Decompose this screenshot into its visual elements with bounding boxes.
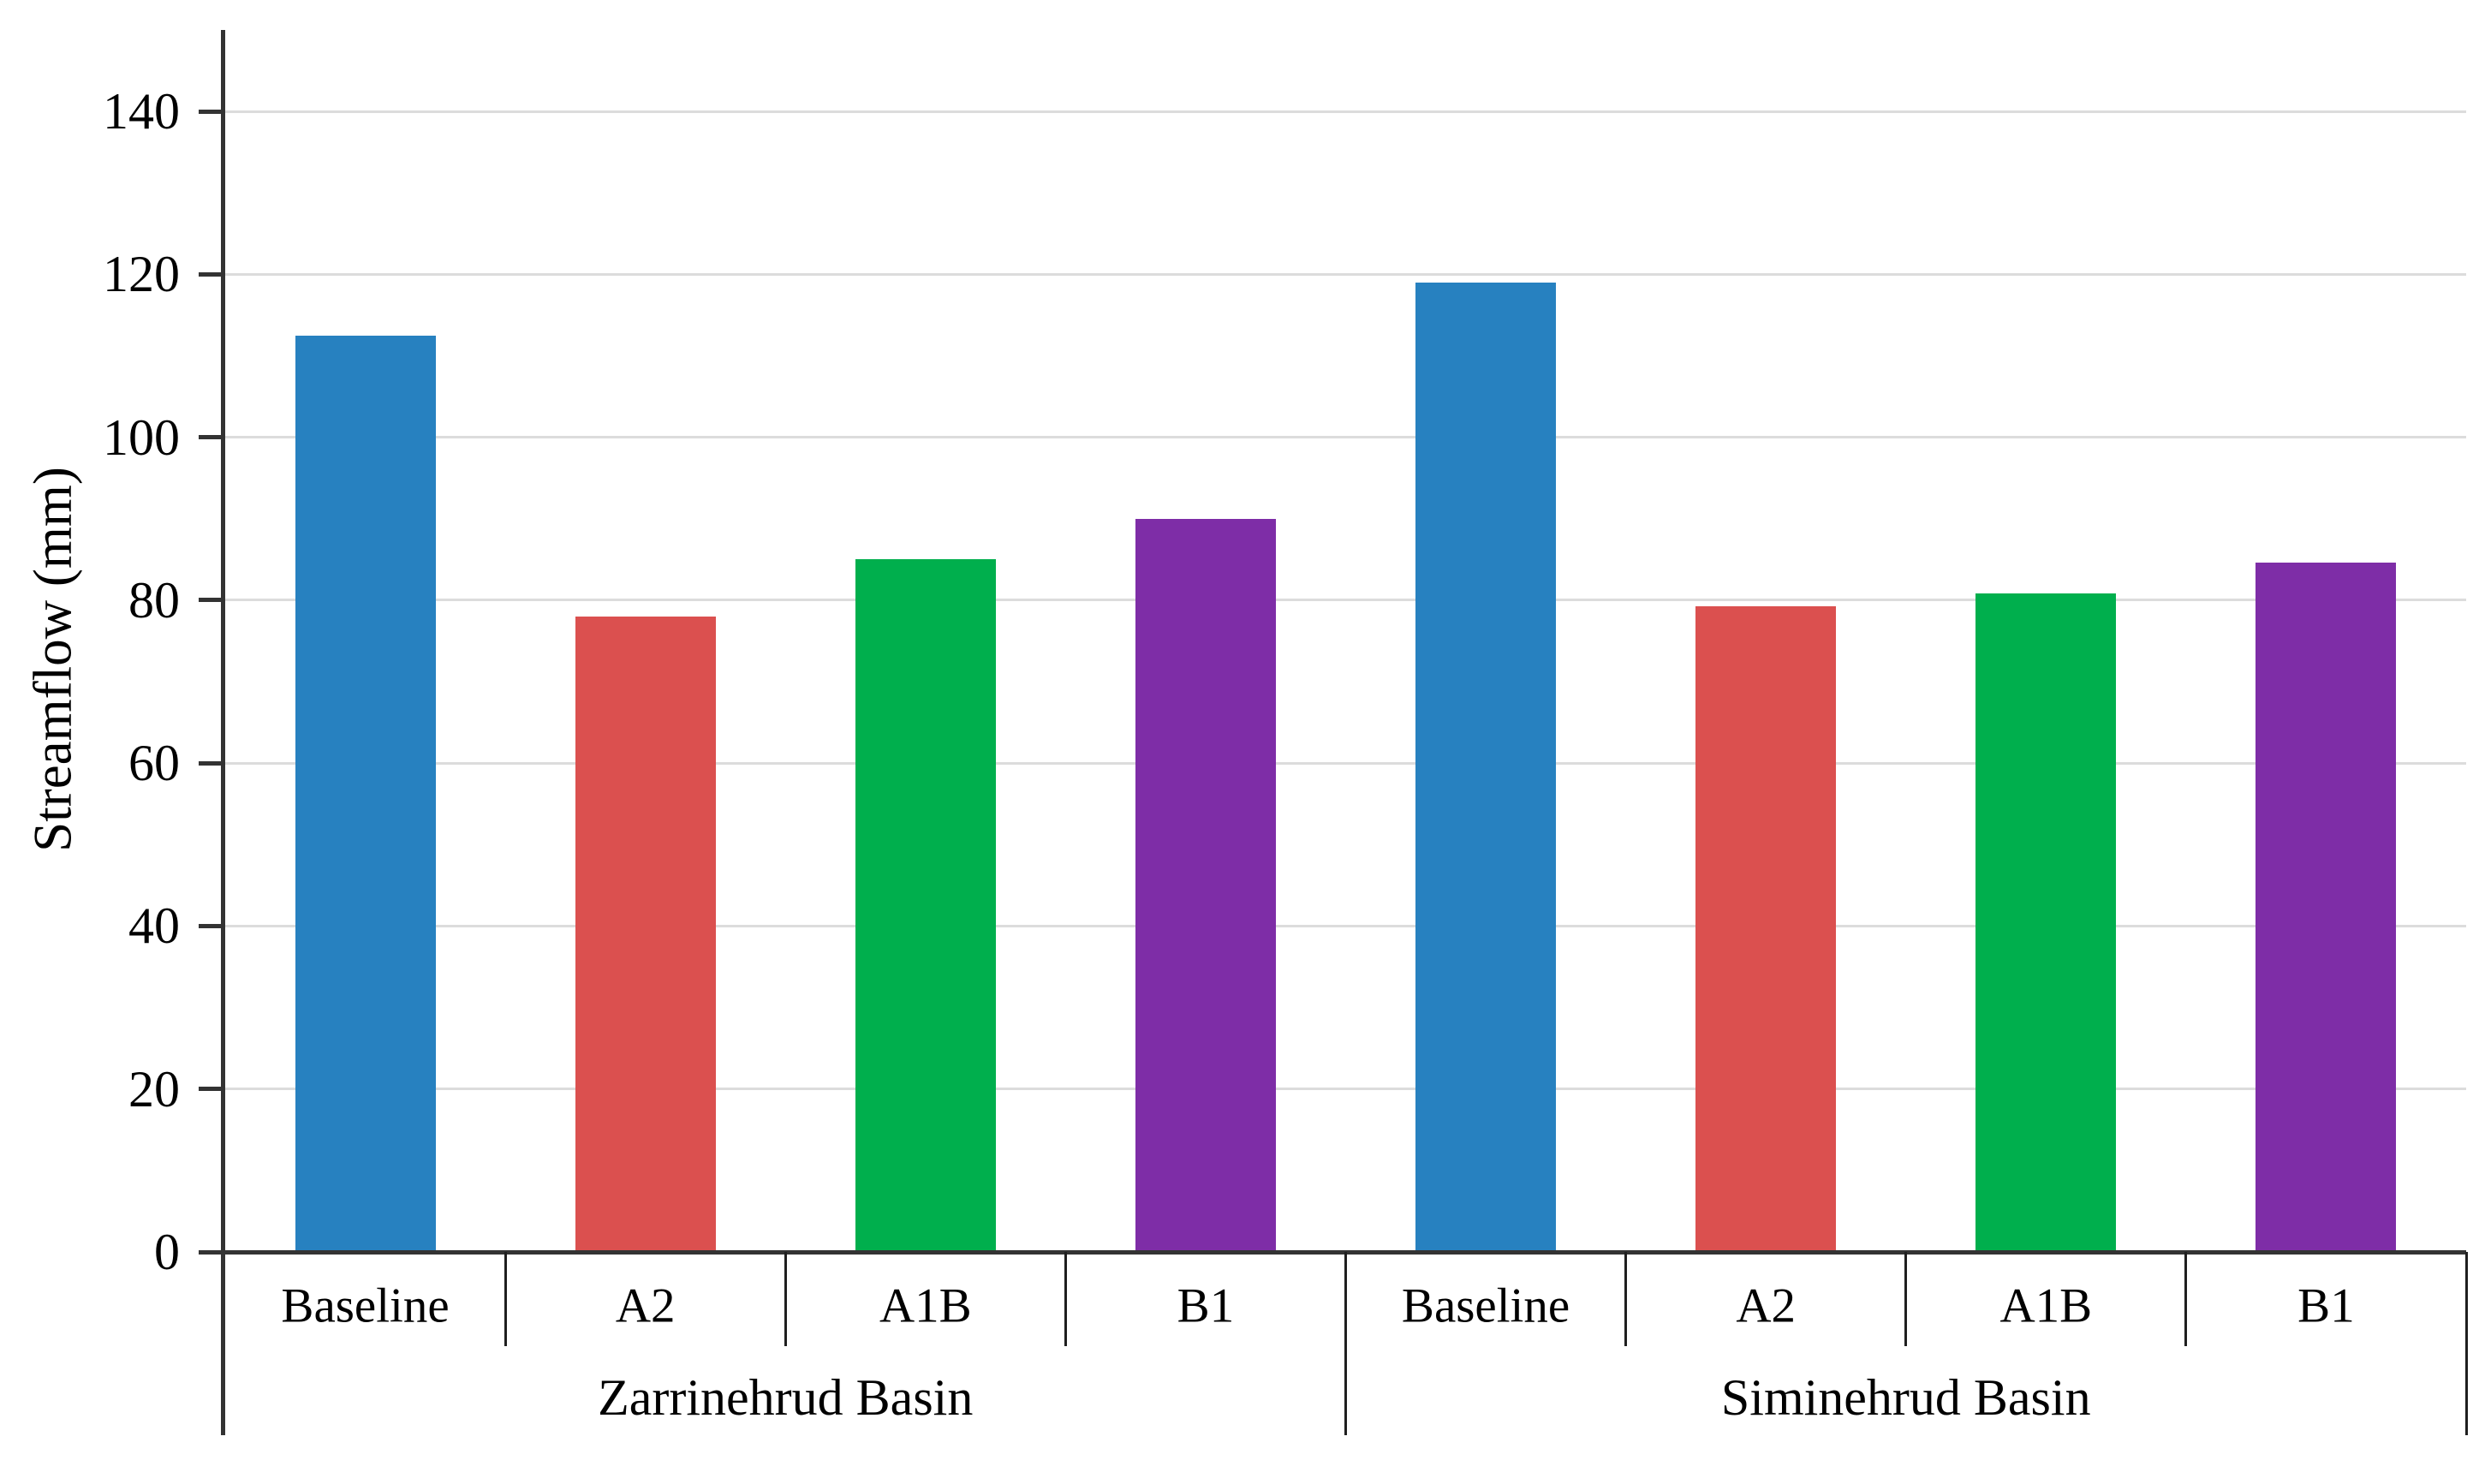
bar-siminehrud-basin-baseline <box>1415 282 1557 1252</box>
y-tick-label-0: 0 <box>154 1224 180 1280</box>
y-tick-label-120: 120 <box>103 246 180 303</box>
bar-siminehrud-basin-a1b <box>1975 593 2117 1252</box>
y-tick-label-20: 20 <box>128 1060 180 1117</box>
group-separator-8 <box>2464 1252 2468 1435</box>
y-tick-100 <box>199 435 221 440</box>
bar-zarrinehrud-basin-a1b <box>855 559 996 1252</box>
y-axis-title: Streamflow (mm) <box>22 467 83 852</box>
bar-zarrinehrud-basin-a2 <box>575 616 716 1252</box>
x-category-label-zarrinehrud-basin-b1: B1 <box>1177 1278 1235 1333</box>
bar-siminehrud-basin-a2 <box>1695 605 1837 1252</box>
gridline-60 <box>225 761 2466 765</box>
x-category-label-zarrinehrud-basin-a1b: A1B <box>879 1278 972 1333</box>
category-separator-2 <box>784 1252 787 1346</box>
gridline-80 <box>225 599 2466 602</box>
x-category-label-zarrinehrud-basin-baseline: Baseline <box>281 1278 450 1333</box>
category-separator-7 <box>2184 1252 2188 1346</box>
x-category-label-zarrinehrud-basin-a2: A2 <box>615 1278 676 1333</box>
bar-zarrinehrud-basin-baseline <box>295 335 436 1252</box>
bar-siminehrud-basin-b1 <box>2256 563 2397 1252</box>
y-tick-label-60: 60 <box>128 735 180 792</box>
category-separator-3 <box>1064 1252 1067 1346</box>
gridline-140 <box>225 110 2466 113</box>
bar-zarrinehrud-basin-b1 <box>1135 518 1276 1252</box>
y-tick-40 <box>199 923 221 928</box>
x-group-label-zarrinehrud-basin: Zarrinehrud Basin <box>598 1369 974 1426</box>
y-tick-label-140: 140 <box>103 83 180 140</box>
y-tick-0 <box>199 1249 221 1255</box>
y-axis-line <box>221 30 225 1435</box>
category-separator-1 <box>504 1252 507 1346</box>
x-group-label-siminehrud-basin: Siminehrud Basin <box>1720 1369 2091 1426</box>
gridline-120 <box>225 272 2466 276</box>
x-category-label-siminehrud-basin-a1b: A1B <box>1999 1278 2093 1333</box>
category-separator-6 <box>1904 1252 1908 1346</box>
y-tick-120 <box>199 271 221 277</box>
x-category-label-siminehrud-basin-a2: A2 <box>1736 1278 1797 1333</box>
y-tick-140 <box>199 109 221 114</box>
gridline-20 <box>225 1088 2466 1091</box>
x-category-label-siminehrud-basin-b1: B1 <box>2297 1278 2355 1333</box>
y-tick-80 <box>199 598 221 603</box>
gridline-40 <box>225 924 2466 927</box>
x-axis-line <box>221 1249 2466 1255</box>
group-separator-4 <box>1344 1252 1347 1435</box>
y-tick-label-40: 40 <box>128 897 180 955</box>
y-tick-60 <box>199 760 221 766</box>
y-tick-20 <box>199 1087 221 1092</box>
y-tick-label-80: 80 <box>128 571 180 629</box>
y-tick-label-100: 100 <box>103 408 180 466</box>
category-separator-5 <box>1624 1252 1628 1346</box>
x-category-label-siminehrud-basin-baseline: Baseline <box>1401 1278 1570 1333</box>
gridline-100 <box>225 436 2466 439</box>
